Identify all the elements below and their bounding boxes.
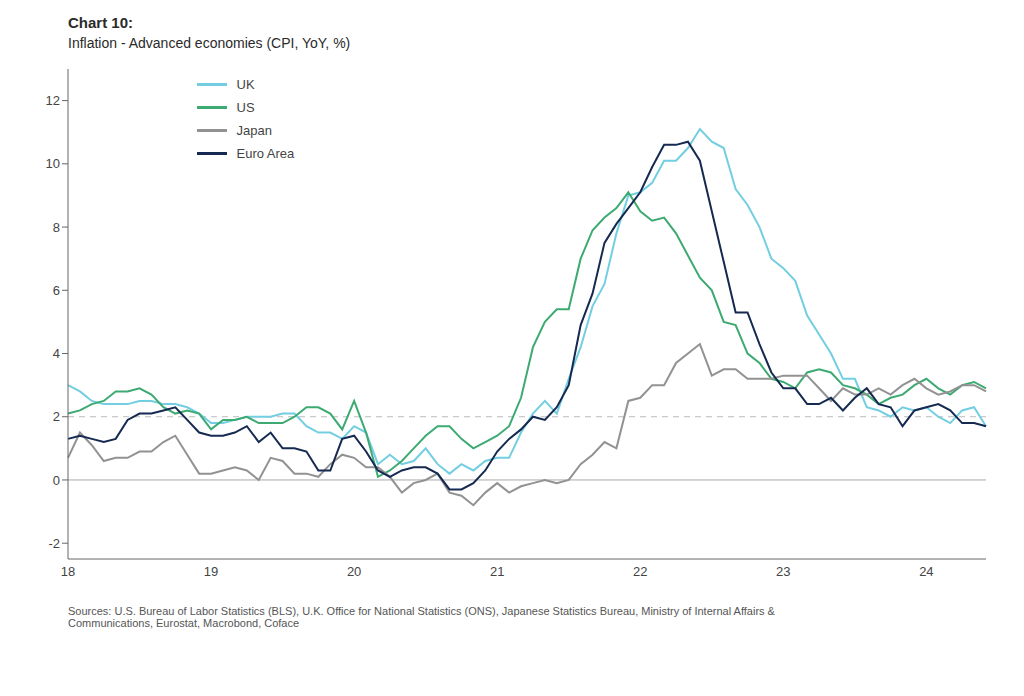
html-text:Sources: U.S. Bureau of Labor: Sources: U.S. Bureau of Labor Statistics… [68, 605, 775, 629]
svg-text:23: 23 [776, 564, 790, 579]
svg-text:18: 18 [61, 564, 75, 579]
html-text:Japan: Japan [236, 123, 272, 138]
svg-text:20: 20 [347, 564, 361, 579]
svg-text:6: 6 [53, 283, 60, 298]
svg-text:21: 21 [490, 564, 504, 579]
html-text:Inflation - Advanced economies: Inflation - Advanced economies (CPI, YoY… [68, 35, 351, 51]
svg-text:19: 19 [204, 564, 218, 579]
svg-text:4: 4 [53, 346, 60, 361]
svg-text:2: 2 [53, 409, 60, 424]
html-text:Euro Area: Euro Area [236, 146, 295, 161]
svg-text:8: 8 [53, 220, 60, 235]
html-text:US: US [236, 100, 255, 115]
svg-text:22: 22 [633, 564, 647, 579]
svg-text:24: 24 [919, 564, 933, 579]
html-text:UK: UK [236, 77, 255, 92]
svg-text:-2: -2 [48, 536, 60, 551]
html-text:Chart 10:: Chart 10: [68, 14, 133, 31]
svg-text:12: 12 [46, 93, 60, 108]
svg-text:0: 0 [53, 473, 60, 488]
svg-text:10: 10 [46, 156, 60, 171]
